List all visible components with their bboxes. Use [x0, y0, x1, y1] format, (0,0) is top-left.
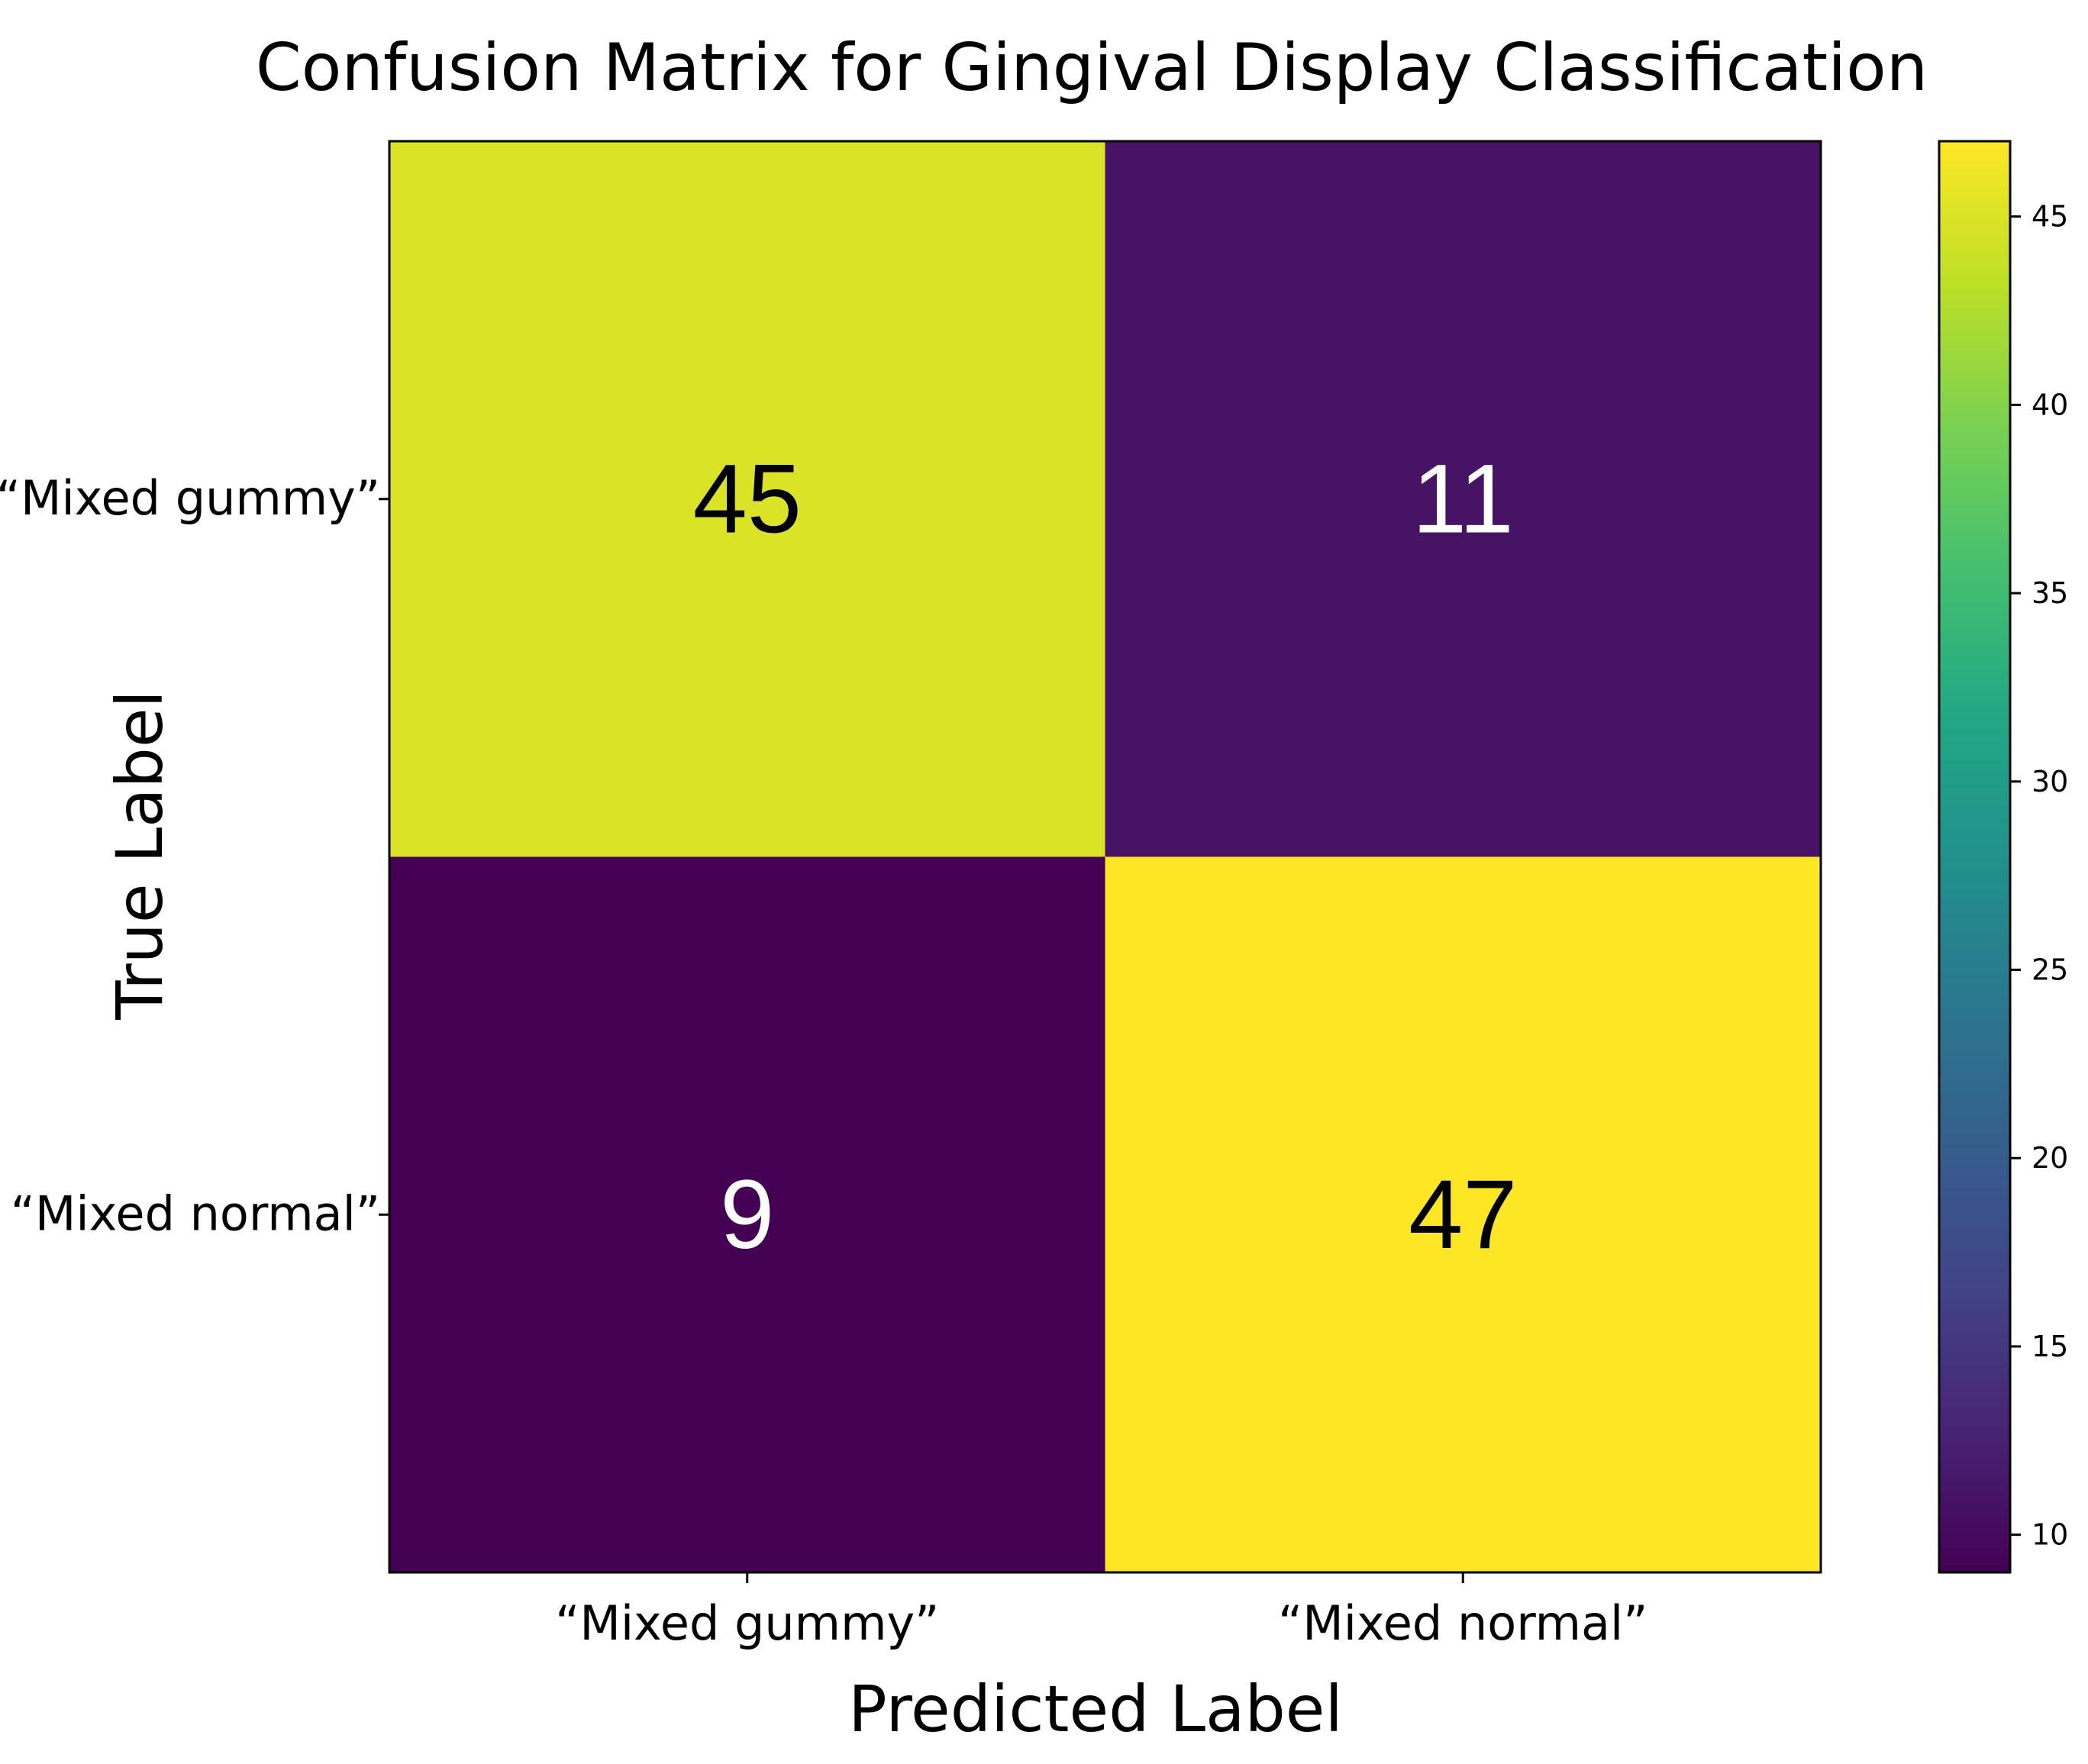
cell-value-label: 9	[720, 1160, 774, 1269]
colorbar-ticks: 10 15 20 25 30 35 40 45	[2010, 200, 2068, 1552]
cell-value-labels: 45 11 9 47	[693, 444, 1518, 1269]
x-axis-ticks: “Mixed gummy” “Mixed normal”	[555, 1572, 1647, 1651]
colorbar-tick-label: 10	[2032, 1518, 2068, 1552]
heatmap-cell	[1105, 856, 1821, 1572]
cell-value-label: 11	[1412, 444, 1514, 553]
colorbar-tick-label: 20	[2032, 1141, 2068, 1175]
y-tick-label: “Mixed gummy”	[0, 470, 380, 526]
colorbar-tick-label: 35	[2032, 576, 2068, 610]
heatmap-cell	[1105, 141, 1821, 857]
x-axis-label: Predicted Label	[848, 1672, 1343, 1746]
y-tick-label: “Mixed normal”	[11, 1185, 380, 1241]
x-tick-label: “Mixed normal”	[1278, 1595, 1647, 1651]
cell-value-label: 47	[1409, 1160, 1517, 1269]
heatmap-cell	[389, 856, 1105, 1572]
y-axis-label: True Label	[102, 690, 177, 1021]
colorbar	[1938, 140, 2012, 1574]
colorbar-tick-label: 25	[2032, 953, 2068, 987]
x-tick-label: “Mixed gummy”	[555, 1595, 939, 1651]
heatmap-cell	[389, 141, 1105, 857]
cell-value-label: 45	[693, 444, 802, 553]
heatmap-cells	[389, 141, 1821, 1572]
colorbar-tick-label: 30	[2032, 765, 2068, 798]
plot-frame	[388, 140, 1822, 1574]
y-axis-ticks: “Mixed gummy” “Mixed normal”	[0, 470, 389, 1241]
colorbar-tick-label: 45	[2032, 200, 2068, 234]
colorbar-tick-label: 40	[2032, 388, 2068, 421]
colorbar-tick-label: 15	[2032, 1330, 2068, 1363]
chart-title: Confusion Matrix for Gingival Display Cl…	[256, 30, 1928, 106]
